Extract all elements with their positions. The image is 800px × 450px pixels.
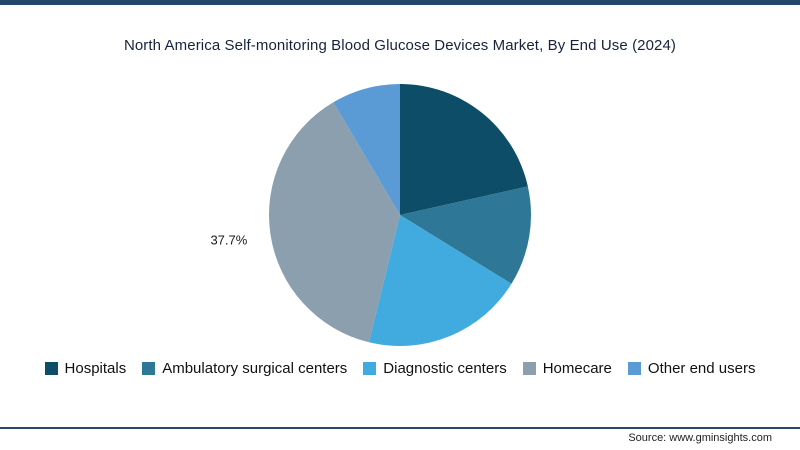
legend-item-homecare: Homecare xyxy=(522,360,612,377)
slice-label-homecare: 37.7% xyxy=(210,233,247,248)
legend-label: Diagnostic centers xyxy=(383,360,507,377)
legend-swatch xyxy=(627,362,641,375)
chart-legend: Hospitals Ambulatory surgical centers Diag… xyxy=(0,361,800,376)
pie-slice-ambulatory-surgical-centers xyxy=(400,186,532,284)
legend-swatch xyxy=(44,362,58,375)
chart-title: North America Self-monitoring Blood Gluc… xyxy=(123,37,677,54)
pie-slice-homecare xyxy=(269,102,400,343)
legend-swatch xyxy=(363,362,377,375)
legend-swatch xyxy=(142,362,156,375)
legend-item-ambulatory-surgical-centers: Ambulatory surgical centers xyxy=(142,361,347,376)
legend-swatch xyxy=(522,362,536,375)
footer-divider xyxy=(0,427,800,429)
legend-item-hospitals: Hospitals xyxy=(44,360,127,377)
top-accent-bar xyxy=(0,0,800,5)
legend-label: Hospitals xyxy=(64,360,127,377)
legend-label: Other end users xyxy=(647,360,756,377)
pie-slice-hospitals xyxy=(400,84,528,215)
legend-label: Homecare xyxy=(542,360,612,377)
legend-item-diagnostic-centers: Diagnostic centers xyxy=(363,360,507,377)
pie-slice-diagnostic-centers xyxy=(369,215,512,346)
pie-slice-other-end-users xyxy=(333,84,400,215)
legend-item-other-end-users: Other end users xyxy=(627,360,756,377)
legend-label: Ambulatory surgical centers xyxy=(162,360,348,377)
pie-chart: 37.7% xyxy=(210,84,532,346)
source-text: Source: www.gminsights.com xyxy=(628,432,772,444)
